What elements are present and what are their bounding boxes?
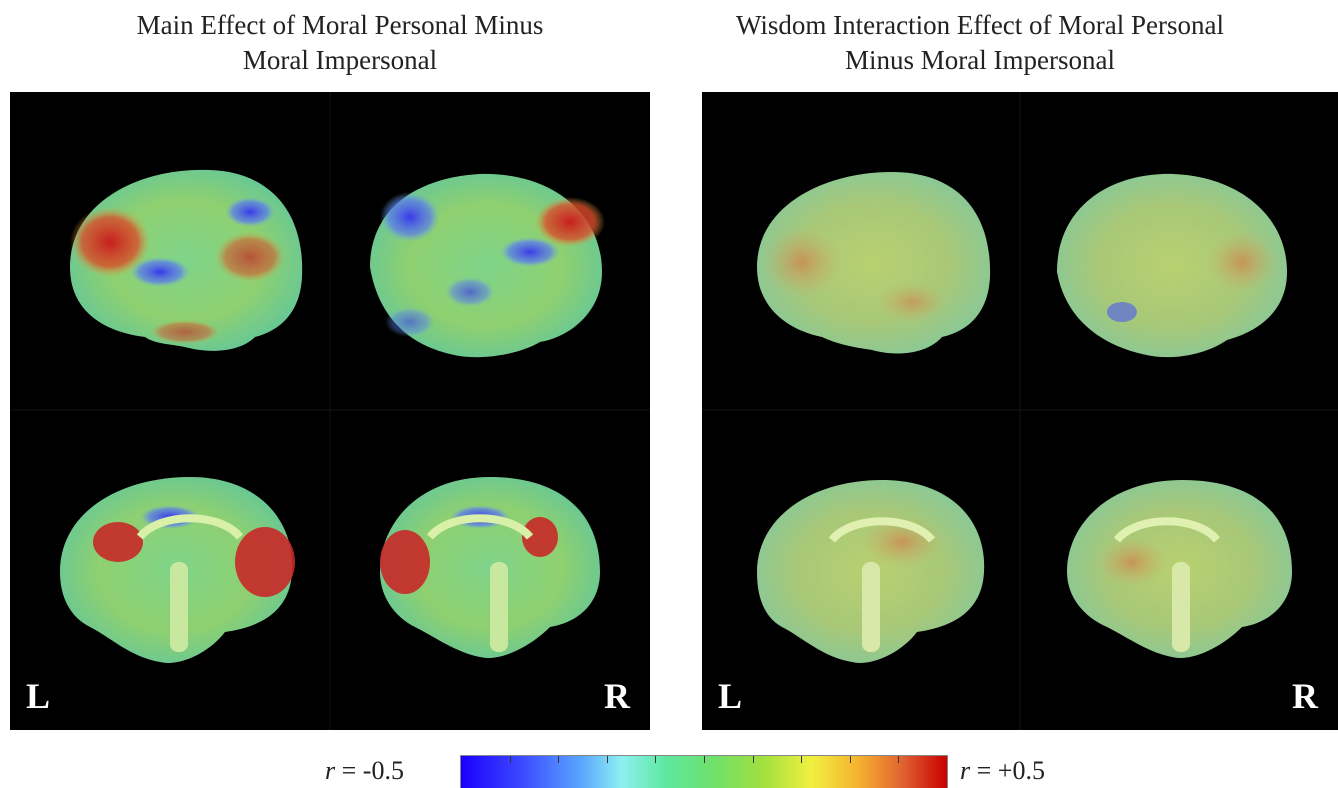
colorbar-tick [801, 756, 803, 763]
right-medial-brain-view [380, 477, 600, 658]
left-hemisphere-label: L [718, 676, 743, 716]
left-medial-brain-view [757, 480, 985, 663]
right-lateral-brain-view [1057, 173, 1287, 358]
correlation-colorbar [460, 755, 948, 788]
colorbar-min-value: = -0.5 [335, 756, 404, 785]
colorbar-tick [558, 756, 560, 763]
left-lateral-brain-view [757, 172, 991, 354]
colorbar-tick [655, 756, 657, 763]
colorbar-tick [509, 756, 511, 763]
right-figure-title: Wisdom Interaction Effect of Moral Perso… [735, 10, 1225, 75]
main-effect-brain-panel: L R [10, 92, 650, 730]
colorbar-tick [898, 756, 900, 763]
left-medial-brain-view [60, 477, 295, 663]
right-lateral-brain-view [370, 173, 605, 358]
left-figure-title: Main Effect of Moral Personal Minus Mora… [136, 10, 544, 75]
colorbar-min-label: r = -0.5 [325, 756, 404, 786]
colorbar-tick [704, 756, 705, 763]
colorbar-max-symbol: r [960, 756, 971, 785]
colorbar-max-value: = +0.5 [970, 756, 1045, 785]
left-hemisphere-label: L [26, 676, 51, 716]
main-effect-brain-renderings [10, 92, 650, 730]
wisdom-interaction-brain-panel: L R [702, 92, 1338, 730]
left-lateral-brain-view [70, 169, 303, 351]
right-hemisphere-label: R [1292, 676, 1318, 716]
wisdom-interaction-brain-renderings [702, 92, 1338, 730]
colorbar-tick [849, 756, 851, 763]
right-medial-brain-view [1067, 480, 1292, 658]
colorbar-tick [752, 756, 754, 763]
colorbar-tick [606, 756, 608, 763]
colorbar-min-symbol: r [325, 756, 336, 785]
right-hemisphere-label: R [604, 676, 630, 716]
colorbar-max-label: r = +0.5 [960, 756, 1045, 786]
